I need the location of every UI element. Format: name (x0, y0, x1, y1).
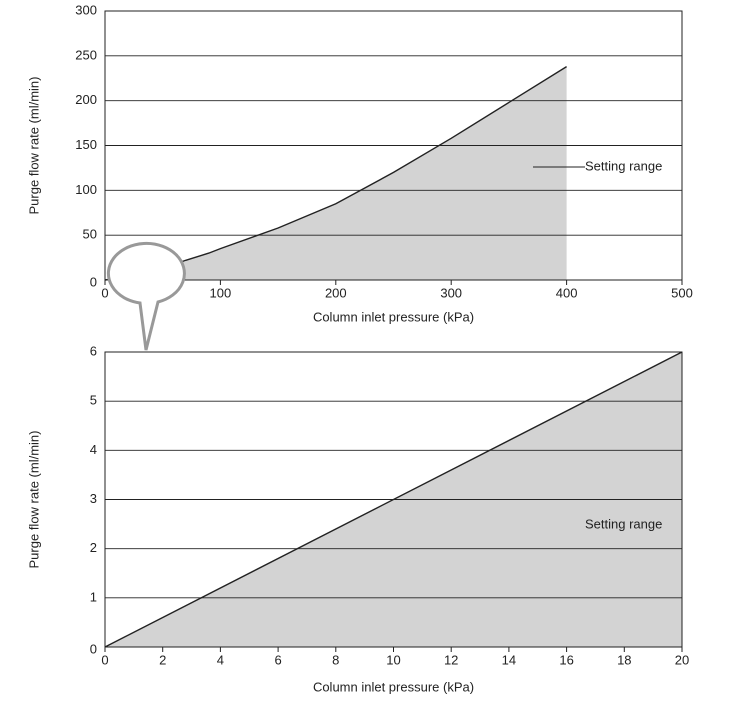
x-axis-label: Column inlet pressure (kPa) (313, 679, 474, 694)
annotation: Setting range (585, 516, 662, 531)
y-tick-label: 300 (75, 2, 97, 17)
x-tick-label: 6 (274, 652, 281, 667)
plot-frame (104, 10, 683, 281)
x-tick-label: 14 (502, 652, 516, 667)
x-tick-label: 4 (217, 652, 224, 667)
plot-frame (104, 351, 683, 648)
y-tick-label: 200 (75, 92, 97, 107)
x-tick-label: 100 (210, 285, 232, 300)
y-tick-label: 4 (90, 442, 97, 457)
x-tick-label: 16 (559, 652, 573, 667)
x-tick-label: 20 (675, 652, 689, 667)
y-tick-label: 100 (75, 182, 97, 197)
y-tick-label: 50 (83, 227, 97, 242)
y-tick-label: 0 (90, 641, 97, 656)
y-axis-label: Purge flow rate (ml/min) (26, 77, 41, 215)
y-tick-label: 150 (75, 137, 97, 152)
y-tick-label: 2 (90, 540, 97, 555)
area (105, 66, 567, 281)
x-tick-label: 0 (101, 652, 108, 667)
zoom-bubble (106, 241, 186, 351)
x-axis-label: Column inlet pressure (kPa) (313, 309, 474, 324)
x-tick-label: 10 (386, 652, 400, 667)
x-tick-label: 500 (671, 285, 693, 300)
y-tick-label: 1 (90, 589, 97, 604)
x-tick-label: 0 (101, 285, 108, 300)
x-tick-label: 400 (556, 285, 578, 300)
y-tick-label: 0 (90, 274, 97, 289)
y-tick-label: 3 (90, 491, 97, 506)
annotation: Setting range (585, 158, 662, 173)
y-tick-label: 5 (90, 393, 97, 408)
x-tick-label: 8 (332, 652, 339, 667)
x-tick-label: 2 (159, 652, 166, 667)
y-tick-label: 250 (75, 47, 97, 62)
y-axis-label: Purge flow rate (ml/min) (26, 431, 41, 569)
x-tick-label: 200 (325, 285, 347, 300)
y-tick-label: 6 (90, 343, 97, 358)
x-tick-label: 300 (440, 285, 462, 300)
x-tick-label: 18 (617, 652, 631, 667)
x-tick-label: 12 (444, 652, 458, 667)
